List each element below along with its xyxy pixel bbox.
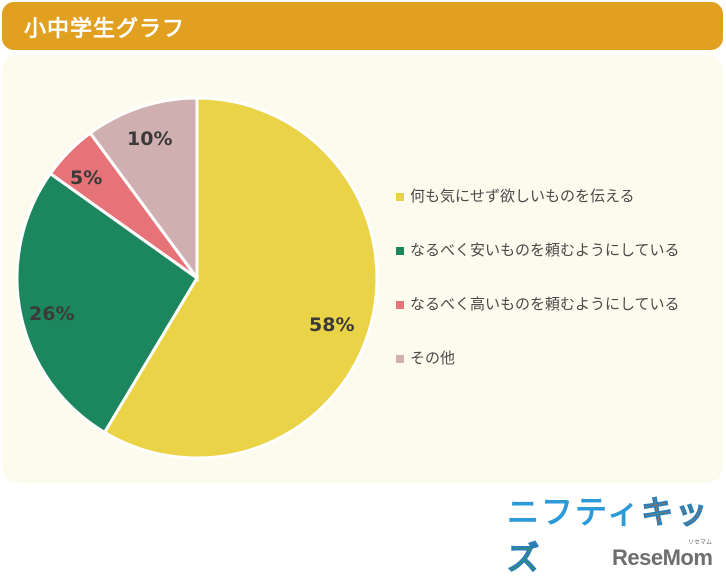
legend-label: 何も気にせず欲しいものを伝える <box>410 187 635 205</box>
kids-logo-text-end: ズ <box>506 539 542 578</box>
pie-chart <box>15 96 379 460</box>
chart-header: 小中学生グラフ <box>2 2 723 50</box>
legend-item: なるべく高いものを頼むようにしている <box>396 293 680 347</box>
resemom-logo: ReseMom <box>612 545 713 570</box>
pie-slice <box>15 171 199 435</box>
legend-swatch-icon <box>396 193 404 201</box>
chart-title: 小中学生グラフ <box>24 17 186 42</box>
legend-item: なるべく安いものを頼むようにしている <box>396 239 680 293</box>
slice-label-26: 26% <box>29 303 75 325</box>
legend-item: その他 <box>396 347 680 401</box>
legend-label: なるべく高いものを頼むようにしている <box>410 295 680 313</box>
nifty-kids-logo: ニフティキッズ <box>506 487 726 579</box>
legend-swatch-icon <box>396 301 404 309</box>
legend-label: その他 <box>410 349 456 367</box>
slice-label-58: 58% <box>309 314 355 336</box>
pie-slice <box>102 96 379 460</box>
pie-slice <box>88 96 199 283</box>
chart-panel: 58% 26% 5% 10% 何も気にせず欲しいものを伝える なるべく安いものを… <box>2 55 723 483</box>
legend-label: なるべく安いものを頼むようにしている <box>410 241 680 259</box>
slice-label-5: 5% <box>70 167 103 189</box>
legend-swatch-icon <box>396 355 404 363</box>
slice-label-10: 10% <box>127 128 173 150</box>
nifty-logo-text: ニフティ <box>507 493 642 531</box>
resemom-ruby: リセマム <box>688 539 713 546</box>
legend-item: 何も気にせず欲しいものを伝える <box>396 185 680 239</box>
chart-legend: 何も気にせず欲しいものを伝える なるべく安いものを頼むようにしている なるべく高… <box>396 185 680 401</box>
legend-swatch-icon <box>396 247 404 255</box>
kids-logo-text: キッ <box>641 493 710 532</box>
